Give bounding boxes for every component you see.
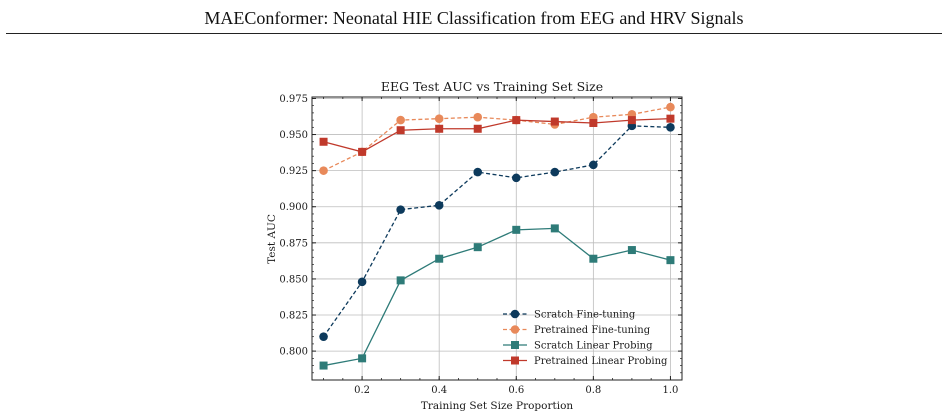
paper-title: MAEConformer: Neonatal HIE Classificatio… xyxy=(204,8,744,28)
data-point-pretrained-linear-probing xyxy=(358,147,367,156)
data-point-scratch-linear-probing xyxy=(627,246,636,255)
y-tick-label: 0.800 xyxy=(279,347,308,358)
data-point-scratch-fine-tuning xyxy=(434,200,444,210)
data-point-pretrained-fine-tuning xyxy=(434,114,444,123)
grid xyxy=(312,97,682,380)
data-point-scratch-fine-tuning xyxy=(511,173,521,183)
y-tick-label: 0.875 xyxy=(279,238,308,249)
y-tick-label: 0.825 xyxy=(279,311,308,322)
x-tick-label: 0.8 xyxy=(585,385,601,396)
series-line-scratch-linear-probing xyxy=(323,227,671,367)
series-line-pretrained-fine-tuning xyxy=(323,106,671,172)
legend-label-pretrained-linear-probing: Pretrained Linear Probing xyxy=(534,356,668,367)
data-point-scratch-linear-probing xyxy=(512,225,521,234)
series-pretrained-linear-probing xyxy=(319,114,675,156)
x-tick-label: 1.0 xyxy=(662,385,678,396)
data-point-pretrained-linear-probing xyxy=(627,116,636,125)
data-point-pretrained-fine-tuning xyxy=(319,166,328,175)
data-point-pretrained-fine-tuning xyxy=(473,112,483,122)
data-point-pretrained-linear-probing xyxy=(473,124,482,133)
series-scratch-linear-probing xyxy=(319,224,675,370)
data-point-scratch-linear-probing xyxy=(319,361,328,370)
legend-label-pretrained-fine-tuning: Pretrained Fine-tuning xyxy=(534,325,651,336)
y-tick-label: 0.850 xyxy=(279,274,308,285)
series-layer xyxy=(319,102,675,370)
data-point-scratch-fine-tuning xyxy=(396,205,405,214)
y-tick-label: 0.900 xyxy=(279,202,308,213)
data-point-scratch-linear-probing xyxy=(396,276,405,285)
series-line-scratch-fine-tuning xyxy=(323,125,671,338)
data-point-pretrained-fine-tuning xyxy=(666,102,675,112)
series-scratch-fine-tuning xyxy=(319,121,675,341)
y-tick-label: 0.950 xyxy=(279,130,308,141)
data-point-scratch-fine-tuning xyxy=(666,123,675,132)
x-axis-label: Training Set Size Proportion xyxy=(421,400,574,412)
legend-label-scratch-fine-tuning: Scratch Fine-tuning xyxy=(534,310,636,321)
data-point-scratch-fine-tuning xyxy=(473,167,483,177)
series-pretrained-fine-tuning xyxy=(319,102,675,175)
header-rule xyxy=(6,33,942,34)
data-point-scratch-linear-probing xyxy=(435,254,444,263)
y-tick-label: 0.975 xyxy=(279,94,308,105)
data-point-pretrained-linear-probing xyxy=(550,117,559,126)
legend-marker-scratch-linear-probing xyxy=(511,341,519,349)
legend-marker-pretrained-fine-tuning xyxy=(510,325,520,334)
y-tick-label: 0.925 xyxy=(279,166,308,177)
data-point-scratch-fine-tuning xyxy=(319,332,328,341)
data-point-scratch-linear-probing xyxy=(473,243,482,252)
data-point-scratch-fine-tuning xyxy=(357,277,367,287)
legend-marker-scratch-fine-tuning xyxy=(510,309,520,319)
legend-marker-pretrained-linear-probing xyxy=(511,356,519,365)
x-tick-label: 0.6 xyxy=(508,385,524,396)
data-point-pretrained-linear-probing xyxy=(512,116,521,125)
ticks: 0.2 0.4 0.6 0.8 1.0 0.800 0.825 0.850 0.875 0.900… xyxy=(279,94,682,396)
x-tick-label: 0.4 xyxy=(431,385,447,396)
data-point-pretrained-linear-probing xyxy=(396,126,405,135)
data-point-scratch-fine-tuning xyxy=(550,167,560,177)
chart-title: EEG Test AUC vs Training Set Size xyxy=(381,79,603,94)
data-point-scratch-linear-probing xyxy=(358,354,367,363)
data-point-scratch-linear-probing xyxy=(589,254,598,263)
paper-header: MAEConformer: Neonatal HIE Classificatio… xyxy=(0,0,948,30)
legend: Scratch Fine-tuning Pretrained Fine-tunin… xyxy=(503,309,668,367)
data-point-pretrained-linear-probing xyxy=(589,118,598,127)
series-line-pretrained-linear-probing xyxy=(323,118,671,153)
legend-label-scratch-linear-probing: Scratch Linear Probing xyxy=(534,341,653,352)
y-axis-label: Test AUC xyxy=(266,214,278,264)
data-point-pretrained-linear-probing xyxy=(666,114,675,123)
data-point-scratch-linear-probing xyxy=(666,256,675,265)
data-point-pretrained-linear-probing xyxy=(319,137,328,146)
data-point-scratch-linear-probing xyxy=(550,224,559,233)
data-point-pretrained-linear-probing xyxy=(435,124,444,133)
data-point-scratch-fine-tuning xyxy=(589,160,598,170)
data-point-pretrained-fine-tuning xyxy=(396,115,405,125)
x-tick-label: 0.2 xyxy=(354,385,370,396)
